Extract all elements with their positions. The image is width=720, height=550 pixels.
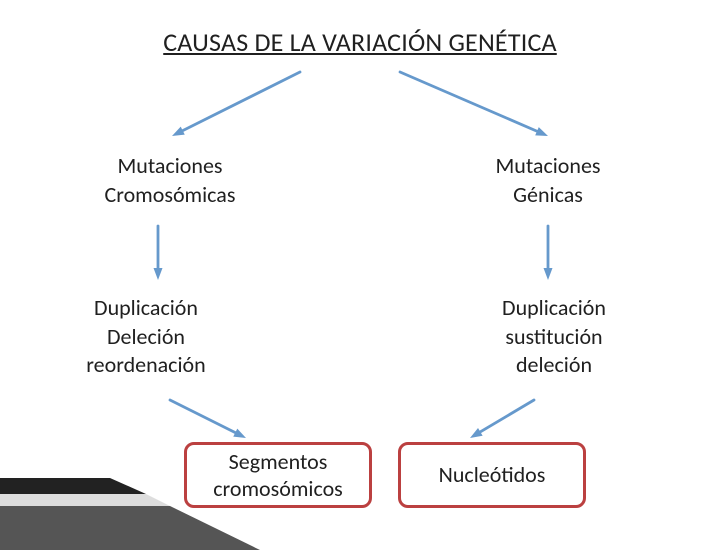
box-left: Segmentos cromosómicos bbox=[184, 442, 372, 508]
box-right: Nucleótidos bbox=[398, 442, 586, 508]
node-left-top: Mutaciones Cromosómicas bbox=[70, 152, 270, 209]
node-right-mid: Duplicación sustitución deleción bbox=[464, 294, 644, 380]
page-title: CAUSAS DE LA VARIACIÓN GENÉTICA bbox=[0, 26, 720, 58]
node-right-top: Mutaciones Génicas bbox=[448, 152, 648, 209]
node-left-mid: Duplicación Deleción reordenación bbox=[56, 294, 236, 380]
